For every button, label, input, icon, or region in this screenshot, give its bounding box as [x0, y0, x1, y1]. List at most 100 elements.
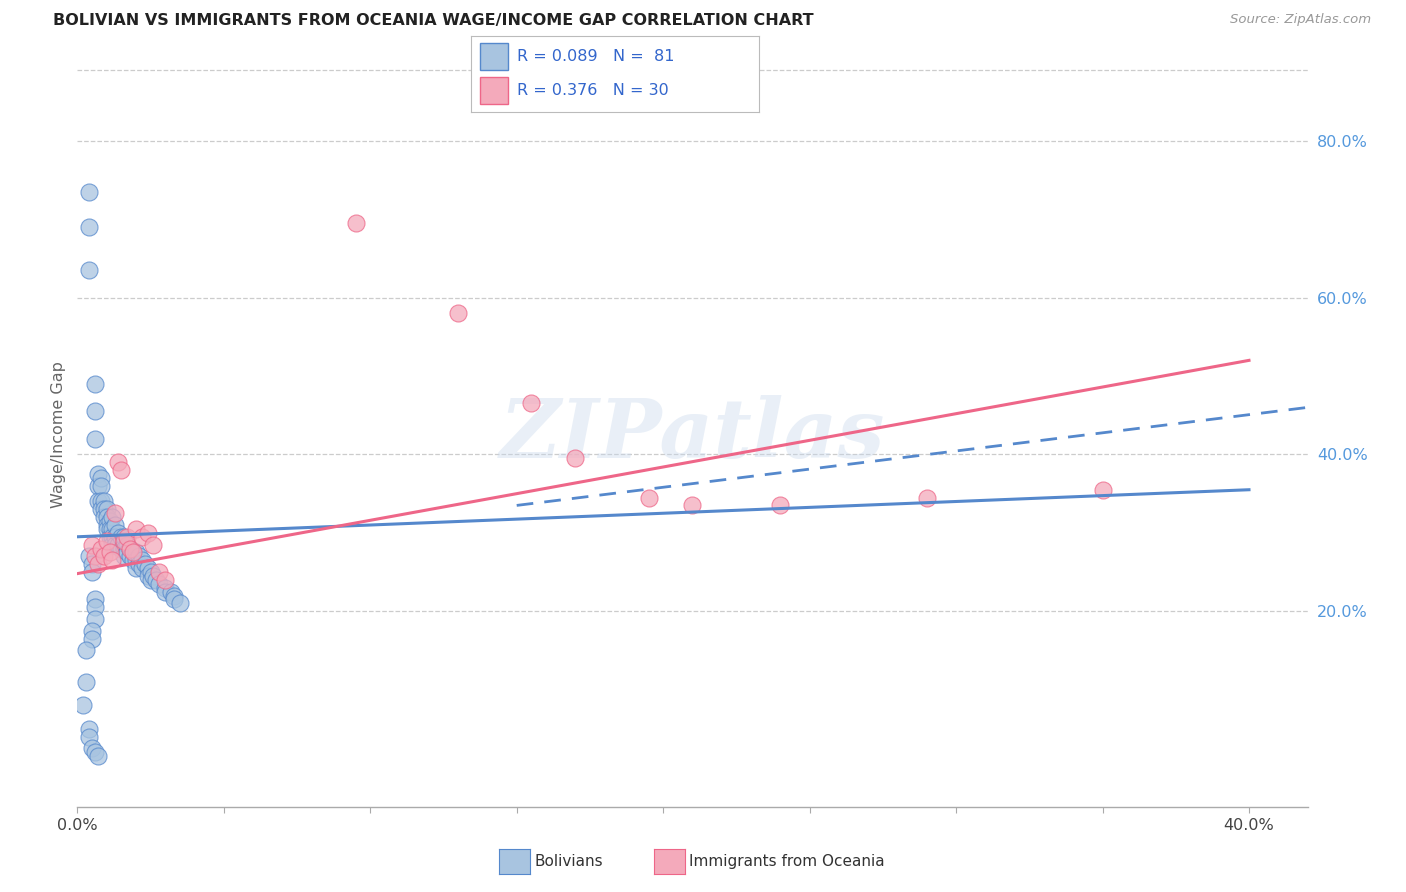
Point [682, 499, 704, 513]
Point [120, 541, 141, 556]
Point [84, 432, 107, 446]
Point [101, 538, 124, 552]
Point [112, 541, 135, 556]
Point [84, 592, 107, 607]
Point [80, 558, 103, 572]
Point [72, 698, 94, 713]
Point [769, 499, 792, 513]
Point [101, 510, 124, 524]
Text: ZIPatlas: ZIPatlas [499, 395, 886, 475]
Bar [479, 78, 509, 104]
Point [155, 584, 177, 599]
Point [136, 561, 159, 575]
Point [169, 596, 191, 610]
Point [131, 530, 153, 544]
Point [110, 541, 132, 556]
Point [107, 525, 129, 540]
Y-axis label: Wage/Income Gap: Wage/Income Gap [51, 361, 66, 508]
Point [115, 545, 138, 559]
Point [77, 263, 100, 277]
Point [1091, 483, 1114, 497]
Point [98, 545, 121, 559]
Point [77, 185, 100, 199]
Point [125, 522, 148, 536]
Point [122, 553, 145, 567]
Point [84, 549, 107, 564]
Point [104, 518, 127, 533]
Point [131, 553, 153, 567]
Bar [479, 43, 509, 70]
Point [148, 577, 170, 591]
Point [75, 674, 97, 689]
Point [637, 491, 659, 505]
Point [115, 530, 138, 544]
Point [155, 573, 177, 587]
Point [96, 533, 118, 548]
Point [80, 538, 103, 552]
Point [84, 376, 107, 391]
Point [77, 722, 100, 736]
Point [344, 216, 367, 230]
Point [84, 612, 107, 626]
Point [101, 553, 124, 567]
Point [101, 522, 124, 536]
Point [96, 502, 118, 516]
Point [93, 494, 115, 508]
Point [107, 455, 129, 469]
Point [80, 624, 103, 638]
Point [77, 220, 100, 235]
Point [142, 569, 165, 583]
Point [93, 510, 115, 524]
Point [90, 494, 112, 508]
Point [136, 569, 159, 583]
Point [112, 530, 135, 544]
Point [75, 643, 97, 657]
Point [136, 525, 159, 540]
Point [110, 463, 132, 477]
Point [139, 565, 162, 579]
Point [98, 522, 121, 536]
Point [96, 510, 118, 524]
Point [139, 573, 162, 587]
Point [122, 545, 145, 559]
Text: BOLIVIAN VS IMMIGRANTS FROM OCEANIA WAGE/INCOME GAP CORRELATION CHART: BOLIVIAN VS IMMIGRANTS FROM OCEANIA WAGE… [53, 13, 814, 29]
Point [87, 479, 110, 493]
Point [112, 549, 135, 564]
Point [115, 538, 138, 552]
Point [120, 541, 141, 556]
Point [104, 530, 127, 544]
Point [80, 632, 103, 646]
Point [87, 494, 110, 508]
Text: Bolivians: Bolivians [534, 855, 603, 869]
Point [87, 558, 110, 572]
Point [98, 514, 121, 528]
Point [155, 581, 177, 595]
Point [101, 530, 124, 544]
Point [90, 471, 112, 485]
Point [107, 538, 129, 552]
Point [134, 558, 156, 572]
Point [90, 541, 112, 556]
Point [98, 530, 121, 544]
Point [93, 502, 115, 516]
Point [104, 538, 127, 552]
Point [87, 467, 110, 481]
Point [160, 584, 183, 599]
Point [84, 745, 107, 759]
Text: Immigrants from Oceania: Immigrants from Oceania [689, 855, 884, 869]
Point [148, 565, 170, 579]
Point [90, 502, 112, 516]
Text: R = 0.376   N = 30: R = 0.376 N = 30 [517, 83, 669, 98]
Point [122, 545, 145, 559]
Point [163, 592, 186, 607]
Point [80, 741, 103, 756]
Point [93, 549, 115, 564]
Point [125, 561, 148, 575]
Point [90, 479, 112, 493]
Text: R = 0.089   N =  81: R = 0.089 N = 81 [517, 49, 675, 63]
Point [520, 396, 543, 410]
Point [125, 553, 148, 567]
Point [447, 306, 470, 320]
Point [96, 518, 118, 533]
Point [77, 730, 100, 744]
